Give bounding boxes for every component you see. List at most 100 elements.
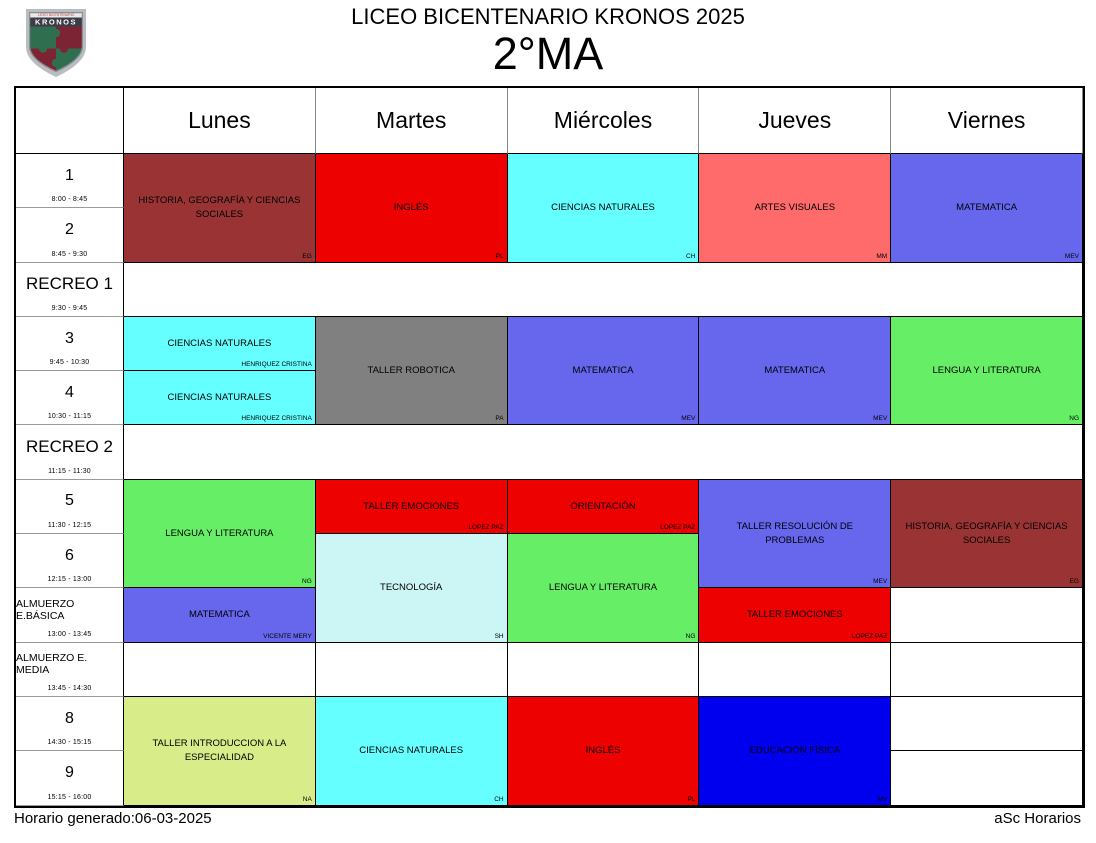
teacher-label: NG: [685, 632, 696, 640]
period-cell: RECREO 1 9:30 - 9:45: [16, 262, 124, 317]
lesson-cell: MATEMATICA VICENTE MERY: [124, 588, 316, 643]
shield-logo-icon: LICEO BICENTENARIO KRONOS: [26, 9, 86, 77]
corner-cell: [16, 88, 124, 154]
teacher-label: PL: [687, 795, 696, 803]
page-footer: Horario generado:06-03-2025 aSc Horarios: [14, 810, 1081, 827]
period-label: RECREO 2: [26, 437, 113, 457]
subject-label: INGLÉS: [585, 744, 621, 756]
period-label: ALMUERZO E. MEDIA: [16, 652, 88, 677]
period-cell: 2 8:45 - 9:30: [16, 208, 124, 263]
teacher-label: EG: [1069, 578, 1079, 586]
asc-brand: aSc Horarios: [994, 810, 1081, 827]
period-time: 13:00 - 13:45: [47, 630, 92, 638]
timetable-grid: Lunes Martes Miércoles Jueves Viernes 1 8:00 -…: [14, 86, 1085, 808]
period-cell: 9 15:15 - 16:00: [16, 751, 124, 806]
period-label: 9: [65, 763, 74, 781]
teacher-label: MV: [877, 795, 888, 803]
lesson-cell: MATEMATICA MEV: [891, 154, 1083, 263]
period-label: 8: [65, 709, 74, 727]
subject-label: MATEMATICA: [764, 364, 826, 376]
period-cell: 4 10:30 - 11:15: [16, 371, 124, 426]
lesson-cell: CIENCIAS NATURALES CH: [315, 696, 508, 806]
teacher-label: PA: [495, 415, 504, 423]
period-time: 12:15 - 13:00: [47, 576, 92, 584]
lesson-cell: HISTORIA, GEOGRAFÍA Y CIENCIAS SOCIALES E…: [891, 479, 1083, 589]
teacher-label: LOPEZ PAZ: [468, 524, 504, 532]
subject-label: HISTORIA, GEOGRAFÍA Y CIENCIAS SOCIALES: [138, 195, 301, 220]
subject-label: TALLER EMOCIONES: [363, 500, 460, 512]
subject-label: HISTORIA, GEOGRAFÍA Y CIENCIAS SOCIALES: [905, 520, 1068, 546]
period-time: 10:30 - 11:15: [47, 413, 92, 421]
subject-label: LENGUA Y LITERATURA: [932, 364, 1041, 376]
period-time: 8:00 - 8:45: [51, 196, 88, 204]
lesson-cell: CIENCIAS NATURALES HENRIQUEZ CRISTINA: [124, 371, 316, 426]
teacher-label: MEV: [681, 415, 696, 423]
subject-label: TECNOLOGÍA: [380, 581, 443, 593]
break-band: [124, 262, 1083, 317]
period-label: 6: [65, 546, 74, 564]
day-header: Miércoles: [507, 88, 700, 154]
empty-cell: [891, 588, 1083, 643]
day-header: Viernes: [891, 88, 1083, 154]
svg-text:KRONOS: KRONOS: [35, 18, 77, 27]
teacher-label: NG: [302, 578, 312, 586]
lesson-cell: TALLER EMOCIONES LOPEZ PAZ: [315, 479, 508, 535]
teacher-label: NA: [302, 795, 312, 803]
title-block: LICEO BICENTENARIO KRONOS 2025 2°MA: [0, 0, 1096, 78]
lesson-cell: CIENCIAS NATURALES HENRIQUEZ CRISTINA: [124, 316, 316, 372]
subject-label: INGLÉS: [393, 201, 429, 213]
subject-label: CIENCIAS NATURALES: [167, 337, 272, 349]
teacher-label: CH: [494, 795, 504, 803]
subject-label: MATEMATICA: [188, 609, 250, 621]
teacher-label: PL: [495, 252, 504, 260]
empty-cell: [891, 696, 1083, 752]
period-label: 4: [65, 383, 74, 401]
lesson-cell: CIENCIAS NATURALES CH: [507, 154, 700, 263]
empty-cell: [891, 751, 1083, 806]
lesson-cell: TECNOLOGÍA SH: [315, 534, 508, 643]
lesson-cell: LENGUA Y LITERATURA NG: [124, 479, 316, 589]
subject-label: ORIENTACIÓN: [570, 500, 636, 512]
day-header: Lunes: [124, 88, 316, 154]
period-time: 11:30 - 12:15: [47, 522, 92, 530]
lesson-cell: TALLER EMOCIONES LOPEZ PAZ: [699, 588, 892, 643]
teacher-label: HENRIQUEZ CRISTINA: [241, 415, 312, 423]
period-label: 2: [65, 220, 74, 238]
svg-text:LICEO BICENTENARIO: LICEO BICENTENARIO: [38, 13, 75, 17]
subject-label: TALLER ROBOTICA: [367, 364, 455, 376]
class-title: 2°MA: [492, 28, 604, 80]
lesson-cell: MATEMATICA MEV: [507, 316, 700, 426]
subject-label: CIENCIAS NATURALES: [167, 391, 272, 403]
subject-label: LENGUA Y LITERATURA: [548, 581, 658, 593]
generated-date: Horario generado:06-03-2025: [14, 810, 212, 827]
period-time: 11:15 - 11:30: [48, 467, 91, 475]
lesson-cell: EDUCACIÓN FÍSICA MV: [699, 696, 892, 806]
school-title: LICEO BICENTENARIO KRONOS 2025: [351, 4, 745, 29]
period-cell: 1 8:00 - 8:45: [16, 154, 124, 209]
teacher-label: MEV: [873, 415, 888, 423]
empty-cell: [699, 642, 892, 697]
period-label: 5: [65, 492, 74, 510]
day-header: Jueves: [699, 88, 892, 154]
teacher-label: MEV: [1064, 252, 1079, 260]
empty-cell: [315, 642, 508, 697]
day-header: Martes: [315, 88, 508, 154]
period-time: 15:15 - 16:00: [47, 793, 92, 801]
teacher-label: SH: [494, 632, 504, 640]
period-label: 3: [65, 329, 74, 347]
period-cell: ALMUERZO E.BÁSICA 13:00 - 13:45: [16, 588, 124, 643]
teacher-label: NG: [1069, 415, 1079, 423]
subject-label: TALLER RESOLUCIÓN DE PROBLEMAS: [736, 520, 854, 546]
period-cell: 6 12:15 - 13:00: [16, 534, 124, 589]
school-logo: LICEO BICENTENARIO KRONOS: [24, 2, 88, 85]
period-cell: 3 9:45 - 10:30: [16, 316, 124, 372]
teacher-label: LOPEZ PAZ: [660, 524, 696, 532]
teacher-label: MM: [876, 252, 888, 260]
period-label: RECREO 1: [26, 274, 113, 294]
teacher-label: EG: [302, 252, 312, 260]
subject-label: TALLER EMOCIONES: [746, 609, 843, 621]
subject-label: EDUCACIÓN FÍSICA: [749, 744, 840, 756]
empty-cell: [124, 642, 316, 697]
period-cell: RECREO 2 11:15 - 11:30: [16, 425, 124, 480]
period-cell: ALMUERZO E. MEDIA 13:45 - 14:30: [16, 642, 124, 697]
